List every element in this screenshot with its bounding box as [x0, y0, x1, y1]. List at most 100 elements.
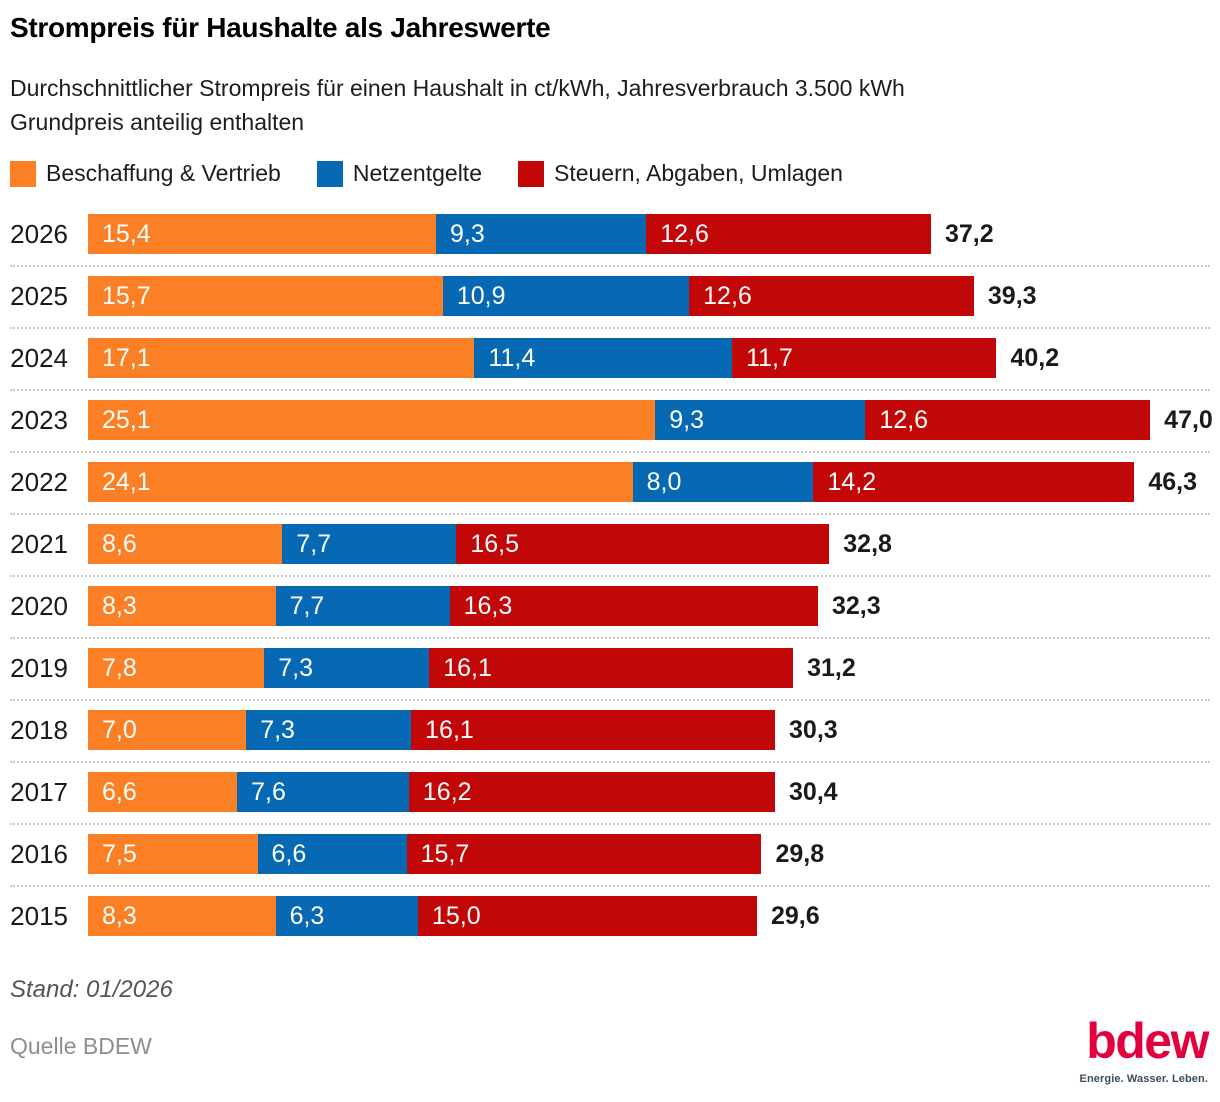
chart-row-2019: 2019 7,8 7,3 16,1 31,2 — [10, 648, 1210, 688]
source-note: Quelle BDEW — [10, 1033, 152, 1059]
stacked-bar: 8,3 6,3 15,0 29,6 — [88, 896, 1210, 936]
stacked-bar: 24,1 8,0 14,2 46,3 — [88, 462, 1210, 502]
row-separator — [10, 451, 1210, 453]
bar-segment-netzentgelte: 10,9 — [442, 276, 690, 316]
bar-segment-netzentgelte: 8,0 — [632, 462, 814, 502]
legend-item-steuern-abgaben-umlagen: Steuern, Abgaben, Umlagen — [517, 160, 843, 187]
stand-date: Stand: 01/2026 — [10, 976, 173, 1003]
stacked-bar: 15,4 9,3 12,6 37,2 — [88, 214, 1210, 254]
bar-segment-steuern-abgaben-umlagen: 12,6 — [865, 400, 1151, 440]
bar-segment-beschaffung-vertrieb: 8,3 — [88, 586, 276, 626]
bar-segment-netzentgelte: 6,6 — [257, 834, 407, 874]
row-separator — [10, 265, 1210, 267]
year-label: 2016 — [10, 838, 68, 869]
bar-segment-steuern-abgaben-umlagen: 16,3 — [449, 586, 818, 626]
bar-segment-beschaffung-vertrieb: 24,1 — [88, 462, 633, 502]
bar-segment-beschaffung-vertrieb: 7,5 — [88, 834, 258, 874]
subtitle-line-2: Grundpreis anteilig enthalten — [10, 109, 305, 135]
bar-segment-steuern-abgaben-umlagen: 12,6 — [646, 214, 931, 254]
stacked-bar: 8,3 7,7 16,3 32,3 — [88, 586, 1210, 626]
legend-label: Steuern, Abgaben, Umlagen — [553, 160, 843, 186]
legend-swatch-orange — [10, 160, 36, 187]
total-label: 31,2 — [807, 653, 856, 682]
bar-segment-beschaffung-vertrieb: 15,7 — [88, 276, 443, 316]
row-separator — [10, 699, 1210, 701]
bdew-logo-tagline: Energie. Wasser. Leben. — [1079, 1073, 1208, 1085]
legend-label: Beschaffung & Vertrieb — [46, 160, 281, 186]
bar-segment-netzentgelte: 6,3 — [275, 896, 418, 936]
legend-item-beschaffung-vertrieb: Beschaffung & Vertrieb — [10, 160, 281, 187]
bar-segment-netzentgelte: 7,3 — [264, 648, 430, 688]
chart-subtitle: Durchschnittlicher Strompreis für einen … — [10, 71, 905, 139]
bar-segment-beschaffung-vertrieb: 7,8 — [88, 648, 265, 688]
bar-segment-netzentgelte: 7,7 — [275, 586, 450, 626]
bar-segment-steuern-abgaben-umlagen: 16,5 — [456, 524, 830, 564]
year-label: 2024 — [10, 342, 68, 373]
total-label: 40,2 — [1010, 343, 1060, 372]
stacked-bar: 7,0 7,3 16,1 30,3 — [88, 710, 1210, 750]
total-label: 30,4 — [789, 777, 838, 806]
chart-row-2018: 2018 7,0 7,3 16,1 30,3 — [10, 710, 1210, 750]
year-label: 2018 — [10, 714, 68, 745]
bar-segment-netzentgelte: 9,3 — [655, 400, 866, 440]
total-label: 32,3 — [831, 591, 881, 620]
total-label: 46,3 — [1148, 467, 1198, 496]
bar-segment-steuern-abgaben-umlagen: 12,6 — [689, 276, 974, 316]
stacked-bar: 7,5 6,6 15,7 29,8 — [88, 834, 1210, 874]
stacked-bar-chart: 2026 15,4 9,3 12,6 37,2 2025 15,7 10,9 12,6 39,3 2… — [10, 214, 1213, 936]
year-label: 2020 — [10, 590, 68, 621]
legend-item-netzentgelte: Netzentgelte — [316, 160, 482, 187]
bar-segment-netzentgelte: 9,3 — [436, 214, 647, 254]
total-label: 39,3 — [987, 281, 1037, 310]
total-label: 47,0 — [1164, 405, 1213, 434]
year-label: 2026 — [10, 218, 68, 249]
chart-row-2025: 2025 15,7 10,9 12,6 39,3 — [10, 276, 1210, 316]
chart-row-2024: 2024 17,1 11,4 11,7 40,2 — [10, 338, 1210, 378]
row-separator — [10, 637, 1210, 639]
year-label: 2015 — [10, 900, 68, 931]
chart-row-2017: 2017 6,6 7,6 16,2 30,4 — [10, 772, 1210, 812]
row-separator — [10, 761, 1210, 763]
stacked-bar: 6,6 7,6 16,2 30,4 — [88, 772, 1210, 812]
row-separator — [10, 389, 1210, 391]
bar-segment-beschaffung-vertrieb: 8,3 — [88, 896, 276, 936]
chart-row-2022: 2022 24,1 8,0 14,2 46,3 — [10, 462, 1210, 502]
bar-segment-beschaffung-vertrieb: 25,1 — [88, 400, 656, 440]
year-label: 2021 — [10, 528, 68, 559]
year-label: 2023 — [10, 404, 68, 435]
chart-row-2026: 2026 15,4 9,3 12,6 37,2 — [10, 214, 1210, 254]
legend-label: Netzentgelte — [352, 160, 482, 186]
bar-segment-steuern-abgaben-umlagen: 16,2 — [408, 772, 776, 812]
chart-legend: Beschaffung & Vertrieb Netzentgelte Steu… — [10, 160, 843, 187]
year-label: 2022 — [10, 466, 68, 497]
chart-row-2021: 2021 8,6 7,7 16,5 32,8 — [10, 524, 1210, 564]
row-separator — [10, 823, 1210, 825]
chart-row-2015: 2015 8,3 6,3 15,0 29,6 — [10, 896, 1210, 936]
bar-segment-netzentgelte: 7,6 — [237, 772, 409, 812]
row-separator — [10, 513, 1210, 515]
total-label: 30,3 — [789, 715, 838, 744]
bar-segment-beschaffung-vertrieb: 17,1 — [88, 338, 475, 378]
total-label: 32,8 — [843, 529, 892, 558]
stacked-bar: 15,7 10,9 12,6 39,3 — [88, 276, 1210, 316]
legend-swatch-blue — [316, 160, 343, 187]
bar-segment-beschaffung-vertrieb: 6,6 — [88, 772, 238, 812]
bar-segment-netzentgelte: 7,3 — [246, 710, 412, 750]
stacked-bar: 8,6 7,7 16,5 32,8 — [88, 524, 1210, 564]
bar-segment-netzentgelte: 11,4 — [474, 338, 733, 378]
subtitle-line-1: Durchschnittlicher Strompreis für einen … — [10, 75, 905, 101]
bar-segment-beschaffung-vertrieb: 8,6 — [88, 524, 283, 564]
bar-segment-steuern-abgaben-umlagen: 16,1 — [411, 710, 776, 750]
total-label: 29,6 — [770, 901, 820, 930]
stacked-bar: 25,1 9,3 12,6 47,0 — [88, 400, 1213, 440]
bdew-logo: bdew Energie. Wasser. Leben. — [1079, 1013, 1210, 1085]
bar-segment-beschaffung-vertrieb: 7,0 — [88, 710, 247, 750]
legend-swatch-red — [517, 160, 544, 187]
bar-segment-steuern-abgaben-umlagen: 15,7 — [406, 834, 762, 874]
bar-segment-steuern-abgaben-umlagen: 14,2 — [813, 462, 1135, 502]
total-label: 29,8 — [775, 839, 825, 868]
bdew-logo-wordmark: bdew — [1086, 1013, 1209, 1069]
bar-segment-steuern-abgaben-umlagen: 16,1 — [429, 648, 794, 688]
year-label: 2025 — [10, 280, 68, 311]
stacked-bar: 17,1 11,4 11,7 40,2 — [88, 338, 1210, 378]
